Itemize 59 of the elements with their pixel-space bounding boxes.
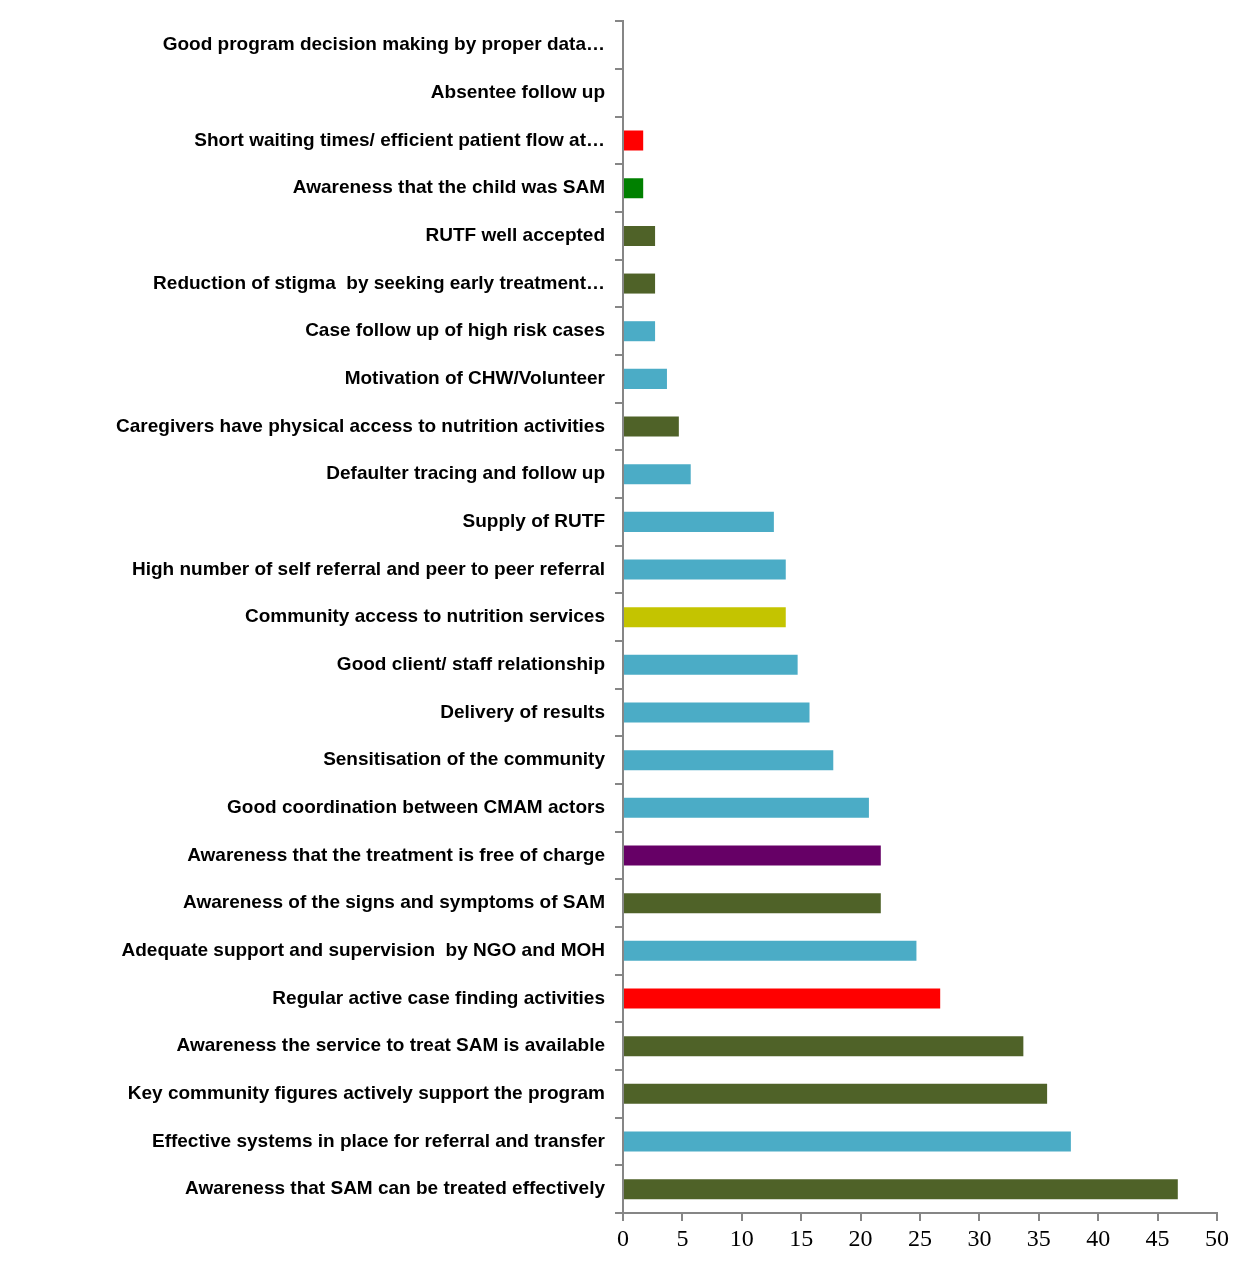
y-tick-label: Motivation of CHW/Volunteer [344, 367, 606, 389]
y-tick-label: Case follow up of high risk cases [305, 319, 605, 341]
y-tick-label: Good program decision making by proper data… [162, 33, 605, 55]
bar [624, 797, 869, 818]
y-tick-label: Adequate support and supervision by NGO and MOH [121, 939, 605, 961]
y-tick-label: Awareness the service to treat SAM is available [176, 1034, 605, 1056]
y-tick-label: High number of self referral and peer to peer referral [131, 557, 605, 579]
bar [624, 225, 656, 246]
x-tick-label: 45 [1145, 1224, 1170, 1251]
bar [624, 321, 656, 342]
bar [624, 464, 691, 485]
y-tick-label: Delivery of results [440, 700, 605, 722]
x-tick-label: 15 [789, 1224, 814, 1251]
bar [624, 559, 786, 580]
y-tick-label: Awareness that the treatment is free of charge [187, 843, 605, 865]
bar [624, 702, 810, 723]
y-tick-label: Good coordination between CMAM actors [227, 796, 605, 818]
y-tick-label: Caregivers have physical access to nutrition activities [116, 414, 605, 436]
x-tick-label: 50 [1205, 1224, 1229, 1251]
x-tick-label: 30 [967, 1224, 992, 1251]
y-tick-label: Community access to nutrition services [244, 605, 605, 627]
x-tick-label: 0 [617, 1224, 629, 1251]
y-tick-label: Short waiting times/ efficient patient flow at… [194, 128, 605, 150]
y-tick-label: Sensitisation of the community [323, 748, 606, 770]
bar [624, 130, 644, 151]
bar [624, 1036, 1024, 1057]
y-tick-label: Awareness of the signs and symptoms of SAM [183, 891, 605, 913]
bar [624, 1179, 1178, 1200]
y-tick-label: Good client/ staff relationship [336, 653, 605, 675]
bar [624, 1131, 1071, 1152]
y-tick-label: Key community figures actively support the program [127, 1082, 605, 1104]
bar [624, 845, 881, 866]
bar [624, 940, 917, 961]
y-tick-label: Effective systems in place for referral and transfer [151, 1129, 606, 1151]
y-tick-label: RUTF well accepted [425, 224, 605, 246]
bar [624, 511, 774, 532]
y-tick-label: Absentee follow up [430, 81, 605, 103]
y-tick-label: Defaulter tracing and follow up [326, 462, 605, 484]
bar [624, 178, 644, 199]
x-tick-label: 20 [848, 1224, 873, 1251]
x-tick-label: 5 [676, 1224, 689, 1251]
y-tick-label: Supply of RUTF [462, 510, 605, 532]
y-tick-label: Awareness that SAM can be treated effectively [185, 1177, 606, 1199]
x-tick-label: 35 [1026, 1224, 1051, 1251]
bar [624, 273, 656, 294]
bar [624, 988, 941, 1009]
bar [624, 1083, 1048, 1104]
x-tick-label: 10 [729, 1224, 754, 1251]
x-tick-label: 40 [1086, 1224, 1111, 1251]
bar [624, 893, 881, 914]
bar [624, 607, 786, 628]
bar [624, 416, 679, 437]
y-tick-label: Reduction of stigma by seeking early treatment… [153, 271, 605, 293]
x-tick-label: 25 [908, 1224, 932, 1251]
bar [624, 654, 798, 675]
bar [624, 368, 667, 389]
y-tick-label: Awareness that the child was SAM [292, 176, 605, 198]
bar [624, 750, 834, 771]
y-tick-label: Regular active case finding activities [272, 986, 605, 1008]
